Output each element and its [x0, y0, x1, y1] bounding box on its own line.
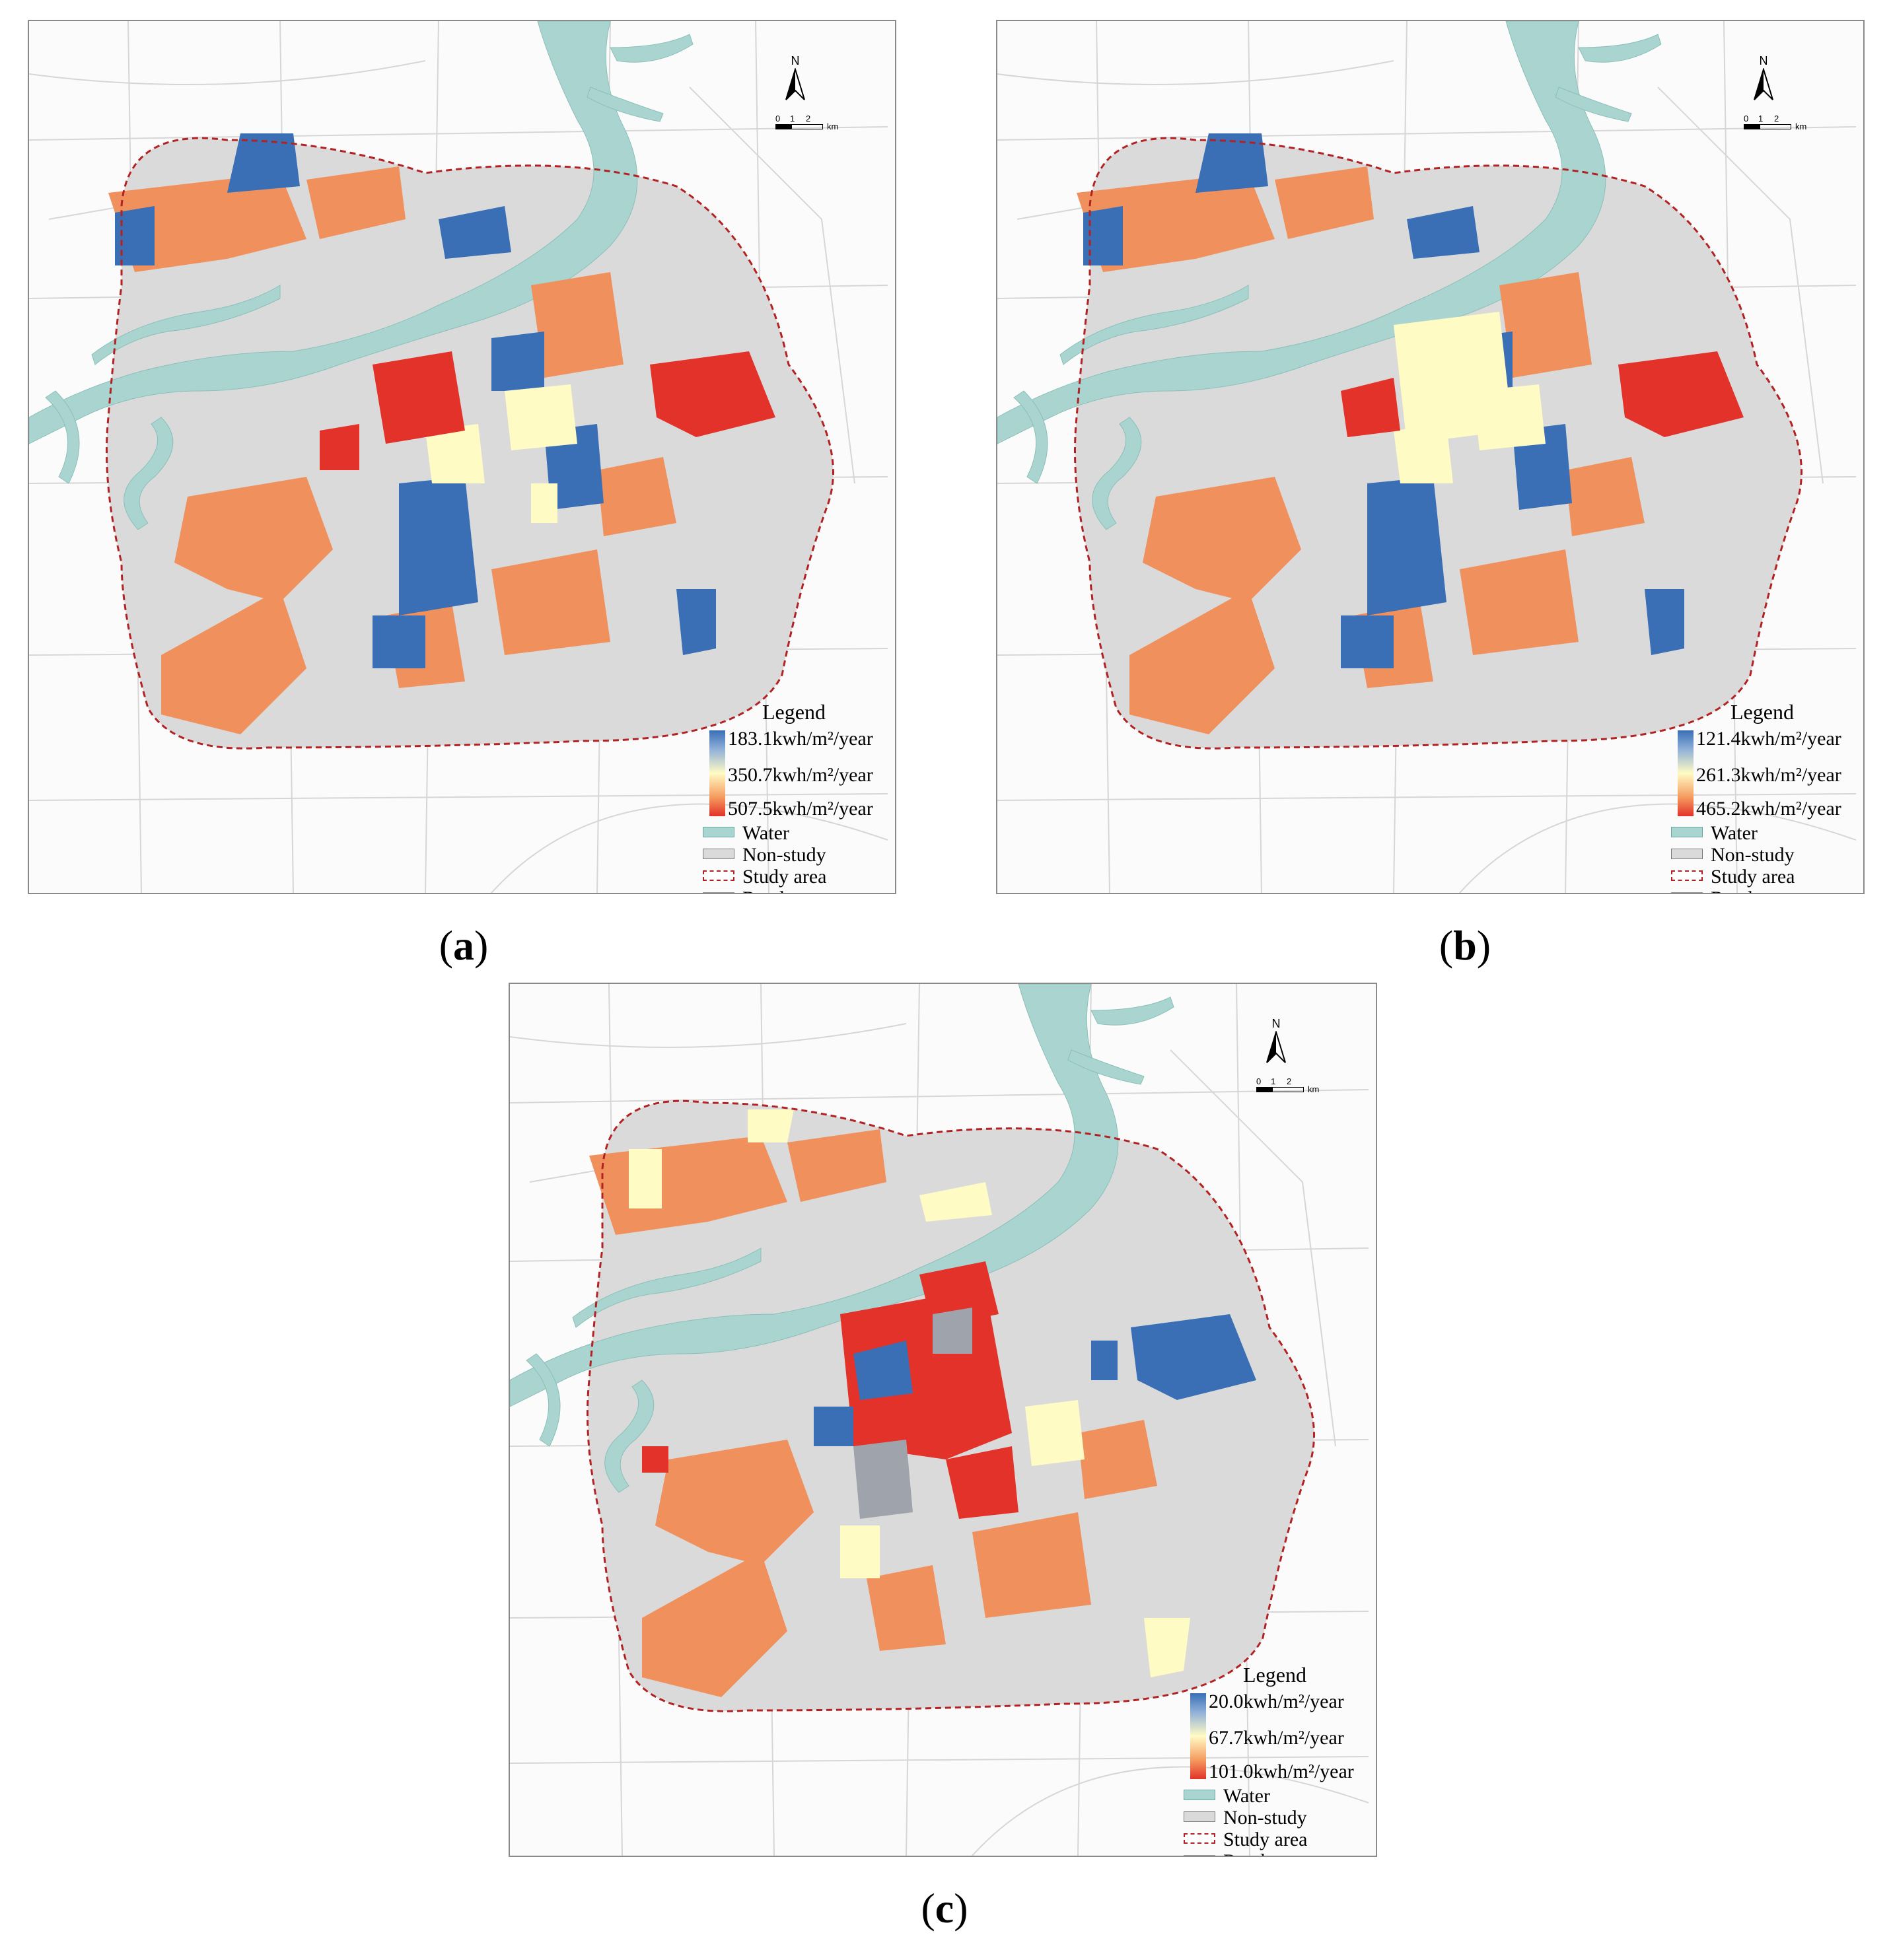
zones-mid [425, 384, 577, 523]
studyarea-symbol [1671, 870, 1703, 881]
nonstudy-symbol [1184, 1811, 1215, 1822]
color-ramp [1190, 1693, 1206, 1779]
color-ramp [709, 730, 725, 816]
road-symbol [1671, 892, 1703, 893]
zones-top [320, 351, 775, 470]
road-symbol [703, 892, 734, 893]
legend-nonstudy: Non-study [742, 844, 826, 866]
ramp-mid: 350.7kwh/m²/year [728, 764, 873, 786]
water-symbol [703, 827, 734, 837]
north-arrow-b: N [1740, 54, 1787, 104]
legend-title: Legend [762, 700, 826, 724]
map-a [29, 21, 888, 893]
studyarea-symbol [1184, 1833, 1215, 1844]
caption-a: (a) [439, 922, 489, 969]
map-b [997, 21, 1857, 893]
nonstudy-symbol [1671, 849, 1703, 859]
caption-c: (c) [921, 1885, 968, 1932]
legend-water: Water [742, 822, 789, 844]
north-arrow-icon [785, 67, 805, 100]
north-label-a: N [791, 54, 800, 67]
legend-a: Legend 183.1kwh/m²/year 350.7kwh/m²/year… [696, 688, 894, 893]
north-arrow-icon [1266, 1030, 1286, 1063]
north-arrow-c: N [1253, 1017, 1299, 1067]
north-arrow-a: N [772, 54, 818, 104]
color-ramp [1678, 730, 1694, 816]
legend-studyarea: Study area [742, 866, 827, 888]
road-symbol [1184, 1855, 1215, 1856]
legend-b: Legend 121.4kwh/m²/year 261.3kwh/m²/year… [1664, 688, 1863, 893]
legend-road: Road [742, 889, 784, 893]
caption-b: (b) [1439, 922, 1491, 969]
ramp-low: 183.1kwh/m²/year [728, 728, 873, 750]
nonstudy-symbol [703, 849, 734, 859]
water-symbol [1671, 827, 1703, 837]
water-symbol [1184, 1790, 1215, 1800]
legend-c: Legend 20.0kwh/m²/year 67.7kwh/m²/year 1… [1177, 1651, 1375, 1856]
studyarea-symbol [703, 870, 734, 881]
map-c [510, 984, 1369, 1856]
north-arrow-icon [1754, 67, 1773, 100]
ramp-high: 507.5kwh/m²/year [728, 798, 873, 820]
